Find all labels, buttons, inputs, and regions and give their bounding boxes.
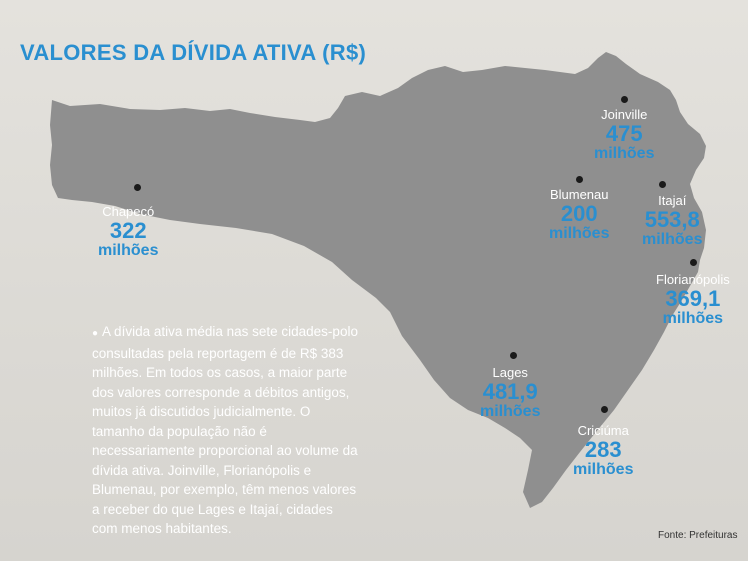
city-name: Itajaí (658, 193, 687, 208)
city-unit: milhões (549, 225, 610, 242)
criciuma-marker (601, 406, 608, 413)
city-joinville: Joinville 475 milhões (594, 108, 654, 162)
city-name: Blumenau (549, 187, 609, 202)
city-criciuma: Criciúma 283 milhões (573, 424, 633, 478)
city-value: 283 (584, 437, 622, 462)
florianopolis-marker (690, 259, 697, 266)
explanatory-note: ● A dívida ativa média nas sete cidades-p… (92, 322, 362, 539)
city-name: Joinville (601, 107, 648, 122)
city-value: 553,8 (644, 207, 700, 232)
blumenau-marker (576, 176, 583, 183)
city-name: Florianópolis (656, 272, 730, 287)
city-value: 322 (109, 218, 147, 243)
city-unit: milhões (573, 461, 634, 478)
city-value: 200 (560, 201, 598, 226)
city-name: Criciúma (577, 423, 629, 438)
city-unit: milhões (480, 403, 541, 420)
city-value: 369,1 (665, 286, 721, 311)
city-unit: milhões (98, 242, 159, 259)
city-florianopolis: Florianópolis 369,1 milhões (656, 273, 730, 327)
state-shape (50, 52, 706, 508)
city-itajai: Itajaí 553,8 milhões (642, 194, 702, 248)
city-name: Chapecó (102, 204, 155, 219)
bullet-icon: ● (92, 328, 99, 339)
city-chapeco: Chapecó 322 milhões (98, 205, 158, 259)
source-credit: Fonte: Prefeituras (658, 530, 738, 541)
note-text: A dívida ativa média nas sete cidades-po… (92, 324, 358, 536)
city-unit: milhões (662, 310, 724, 327)
city-name: Lages (492, 365, 528, 380)
city-lages: Lages 481,9 milhões (480, 366, 540, 420)
city-unit: milhões (594, 145, 655, 162)
map-title: VALORES DA DÍVIDA ATIVA (R$) (20, 40, 367, 65)
joinville-marker (621, 96, 628, 103)
itajai-marker (659, 181, 666, 188)
city-blumenau: Blumenau 200 milhões (549, 188, 609, 242)
city-value: 481,9 (482, 379, 538, 404)
city-unit: milhões (642, 231, 703, 248)
chapeco-marker (134, 184, 141, 191)
lages-marker (510, 352, 517, 359)
city-value: 475 (605, 121, 643, 146)
